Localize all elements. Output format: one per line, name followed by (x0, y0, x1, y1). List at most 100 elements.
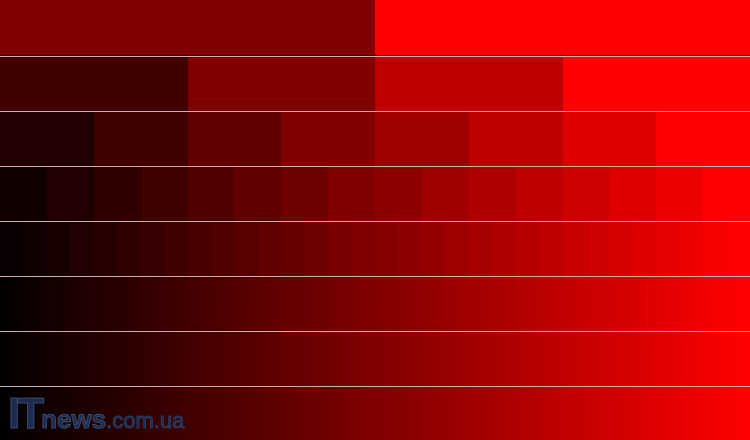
gradient-band (716, 387, 720, 440)
gradient-band (70, 277, 83, 332)
gradient-band (276, 387, 280, 440)
gradient-band (511, 387, 515, 440)
gradient-band (496, 387, 500, 440)
gradient-band (0, 277, 12, 332)
gradient-band (656, 222, 680, 277)
gradient-band (363, 332, 370, 387)
gradient-band (684, 387, 688, 440)
gradient-band (392, 332, 399, 387)
gradient-band (82, 277, 94, 332)
gradient-band (373, 387, 376, 440)
gradient-band (492, 222, 516, 277)
gradient-band (522, 387, 526, 440)
gradient-band (375, 57, 563, 112)
gradient-band (361, 387, 365, 440)
gradient-band (240, 332, 247, 387)
gradient-band (455, 387, 459, 440)
gradient-band (726, 332, 733, 387)
gradient-band (0, 112, 94, 167)
gradient-band (29, 387, 33, 440)
gradient-band (728, 387, 732, 440)
gradient-band (423, 387, 426, 440)
gradient-band (562, 167, 610, 222)
gradient-band (326, 387, 329, 440)
gradient-band (123, 332, 129, 387)
gradient-band (643, 387, 647, 440)
gradient-band (539, 277, 551, 332)
gradient-band (705, 387, 708, 440)
gradient-band (468, 332, 475, 387)
gradient-band (528, 387, 532, 440)
gradient-band (531, 387, 535, 440)
gradient-band (149, 387, 153, 440)
gradient-band (556, 332, 563, 387)
gradient-band (375, 167, 422, 222)
gradient-band (398, 332, 405, 387)
row-separator (0, 111, 750, 112)
gradient-band (574, 332, 581, 387)
gradient-band (457, 332, 463, 387)
gradient-band (340, 387, 344, 440)
gradient-band (552, 387, 556, 440)
gradient-band (703, 222, 727, 277)
gradient-band (434, 387, 438, 440)
gradient-band (445, 222, 469, 277)
gradient-band (93, 112, 188, 167)
gradient-band (626, 332, 633, 387)
gradient-band (449, 387, 453, 440)
gradient-band (351, 222, 375, 277)
gradient-band (70, 387, 74, 440)
gradient-band (2, 387, 6, 440)
gradient-band (464, 387, 468, 440)
gradient-band (461, 387, 465, 440)
gradient-band (234, 277, 247, 332)
gradient-band (52, 332, 59, 387)
gradient-band (539, 332, 545, 387)
gradient-band (363, 277, 375, 332)
gradient-band (445, 332, 452, 387)
gradient-band (316, 332, 323, 387)
gradient-band (710, 387, 714, 440)
gradient-band (35, 387, 39, 440)
gradient-band (662, 332, 668, 387)
gradient-band (187, 57, 375, 112)
gradient-band (210, 332, 217, 387)
gradient-band (398, 277, 411, 332)
gradient-band (462, 332, 469, 387)
gradient-band (29, 332, 36, 387)
gradient-band (649, 387, 653, 440)
gradient-band (46, 222, 71, 277)
gradient-band (587, 387, 591, 440)
gradient-band (23, 387, 27, 440)
gradient-band (175, 332, 182, 387)
gradient-band (79, 387, 83, 440)
gradient-band (46, 167, 94, 222)
gradient-band (481, 387, 485, 440)
gradient-band (578, 387, 582, 440)
gradient-band (625, 387, 629, 440)
gradient-band (85, 387, 89, 440)
gradient-band (214, 387, 218, 440)
gradient-band (179, 387, 183, 440)
gradient-band (673, 332, 680, 387)
gradient-band (619, 387, 623, 440)
gradient-band (167, 387, 171, 440)
gradient-band (135, 387, 139, 440)
gradient-band (152, 387, 156, 440)
gradient-band (474, 332, 481, 387)
gradient-band (73, 387, 77, 440)
gradient-band (480, 277, 493, 332)
gradient-band (188, 387, 191, 440)
gradient-band (515, 277, 528, 332)
gradient-band (509, 332, 516, 387)
gradient-band (261, 387, 265, 440)
gradient-band (132, 387, 136, 440)
gradient-band (734, 387, 738, 440)
gradient-band (269, 277, 282, 332)
gradient-band (375, 0, 750, 55)
gradient-band (99, 387, 103, 440)
gradient-band (640, 387, 644, 440)
gradient-band (222, 277, 235, 332)
gradient-band (609, 222, 633, 277)
gradient-band (667, 332, 674, 387)
